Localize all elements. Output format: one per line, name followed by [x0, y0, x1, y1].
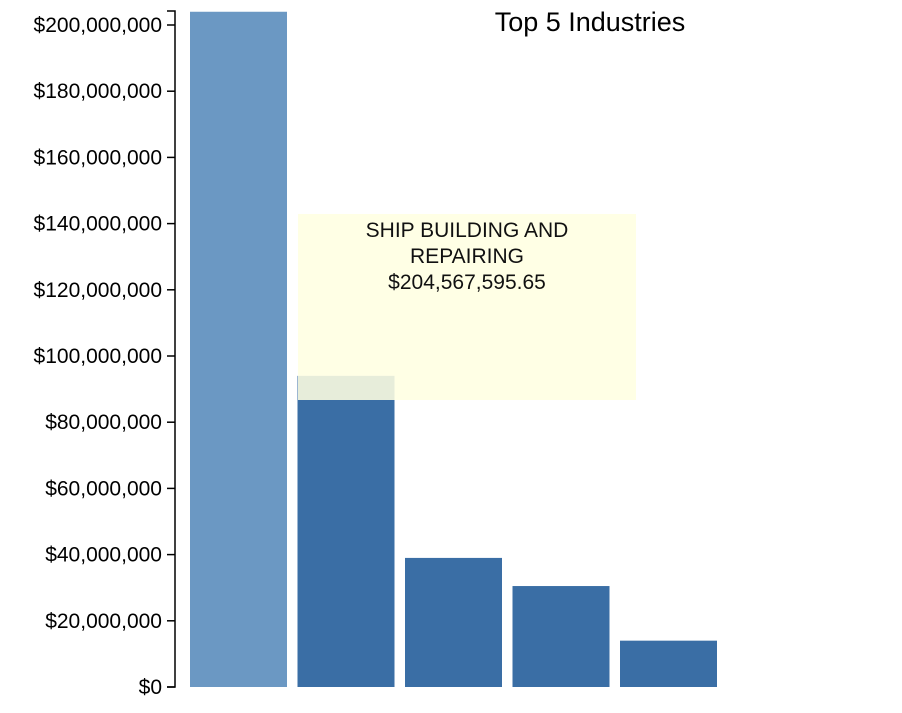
y-tick-label: $100,000,000: [34, 345, 162, 368]
tooltip-value: $204,567,595.65: [388, 271, 546, 294]
y-tick-label: $140,000,000: [34, 213, 162, 236]
y-tick-label: $120,000,000: [34, 279, 162, 302]
bars: [190, 11, 717, 687]
bar[interactable]: [190, 11, 287, 687]
y-tick-label: $40,000,000: [45, 544, 162, 567]
y-tick-label: $200,000,000: [34, 14, 162, 37]
y-tick-label: $180,000,000: [34, 80, 162, 103]
chart-title: Top 5 Industries: [495, 7, 686, 37]
bar-tooltip: SHIP BUILDING AND REPAIRING $204,567,595…: [298, 214, 636, 400]
bar[interactable]: [297, 375, 395, 687]
y-tick-label: $20,000,000: [45, 610, 162, 633]
y-axis-line: [167, 10, 176, 688]
y-tick-label: $60,000,000: [45, 477, 162, 500]
y-tick-label: $160,000,000: [34, 146, 162, 169]
y-tick-label: $80,000,000: [45, 411, 162, 434]
y-axis: $0 $20,000,000 $40,000,000 $60,000,000 $80,0…: [34, 10, 176, 699]
y-tick-label: $0: [139, 676, 162, 699]
tooltip-industry-name: SHIP BUILDING AND REPAIRING: [365, 219, 569, 268]
bar[interactable]: [620, 640, 717, 687]
bar[interactable]: [512, 586, 610, 687]
bar[interactable]: [405, 557, 502, 687]
